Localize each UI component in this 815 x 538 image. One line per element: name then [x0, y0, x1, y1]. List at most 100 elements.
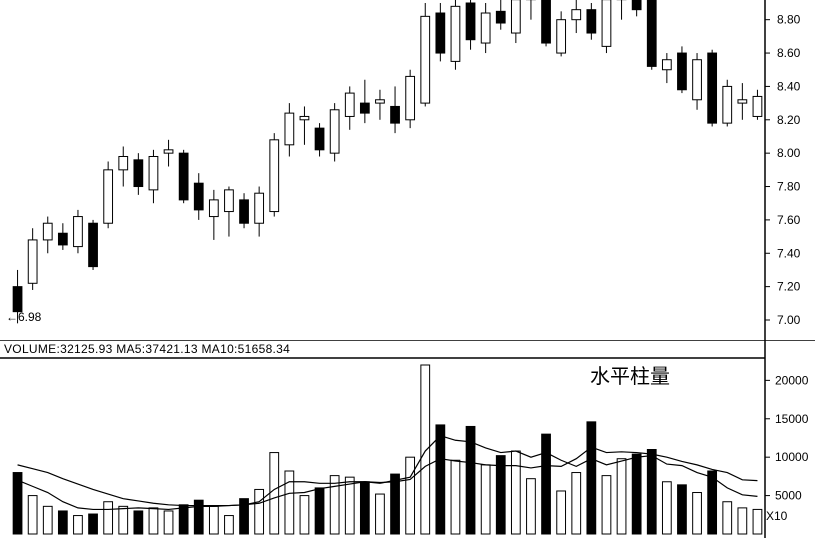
price-tick-label: 8.80 — [777, 13, 801, 27]
candle — [391, 106, 400, 123]
volume-tick-label: 10000 — [775, 450, 809, 464]
price-tick-label: 8.40 — [777, 79, 801, 93]
volume-bar — [134, 511, 143, 534]
volume-bar — [225, 516, 234, 534]
candle — [315, 128, 324, 150]
candle — [753, 96, 762, 116]
candle — [587, 10, 596, 33]
volume-bar — [360, 482, 369, 534]
volume-bar — [602, 476, 611, 534]
candle — [225, 190, 234, 212]
price-tick-label: 7.60 — [777, 213, 801, 227]
volume-bar — [617, 459, 626, 534]
price-tick-label: 8.00 — [777, 146, 801, 160]
volume-bar — [406, 457, 415, 534]
volume-bar — [527, 479, 536, 534]
volume-bar — [179, 505, 188, 534]
price-tick-label: 7.80 — [777, 180, 801, 194]
candle — [421, 16, 430, 103]
volume-bar — [119, 506, 128, 534]
volume-bar — [43, 506, 52, 534]
candle — [678, 53, 687, 90]
volume-bar — [647, 450, 656, 535]
candle — [209, 200, 218, 217]
candle — [466, 3, 475, 40]
candle — [240, 200, 249, 223]
volume-bar — [572, 473, 581, 534]
candle — [557, 20, 566, 53]
volume-bar — [723, 502, 732, 534]
volume-bar — [376, 494, 385, 534]
price-tick-label: 8.20 — [777, 113, 801, 127]
volume-bar — [693, 493, 702, 534]
candle — [693, 60, 702, 100]
x10-label: X10 — [766, 509, 788, 523]
candle — [496, 11, 505, 23]
volume-bar — [209, 506, 218, 534]
candle — [89, 223, 98, 266]
candle — [662, 60, 671, 70]
candle — [164, 150, 173, 153]
volume-bar — [89, 514, 98, 534]
candle — [134, 160, 143, 187]
candle — [723, 86, 732, 123]
candle — [300, 116, 309, 119]
volume-bar — [587, 422, 596, 534]
volume-bar — [557, 491, 566, 534]
volume-bar — [300, 496, 309, 534]
candle — [58, 233, 67, 245]
candle — [285, 113, 294, 145]
candle — [511, 0, 520, 33]
volume-bar — [270, 453, 279, 534]
candle — [330, 110, 339, 153]
price-y-axis: 7.007.207.407.607.808.008.208.408.608.80 — [765, 13, 801, 327]
volume-bar — [662, 482, 671, 534]
volume-bar — [164, 511, 173, 534]
volume-bar — [149, 508, 158, 534]
price-arrow-label: ←6.98 — [6, 310, 41, 324]
volume-bar — [451, 460, 460, 534]
volume-bar — [738, 508, 747, 534]
candle — [13, 287, 22, 312]
candle — [28, 240, 37, 283]
volume-bar — [104, 502, 113, 534]
chart-container: 7.007.207.407.607.808.008.208.408.608.80… — [0, 0, 815, 538]
candle — [149, 156, 158, 189]
volume-bar — [315, 488, 324, 534]
candle — [43, 223, 52, 240]
volume-ma5-line — [18, 436, 758, 510]
candle — [481, 13, 490, 43]
volume-bar — [255, 489, 264, 534]
volume-chart: 5000100001500020000 X10 — [0, 340, 815, 538]
volume-bar — [421, 365, 430, 534]
volume-bar — [481, 465, 490, 534]
candlesticks — [13, 0, 762, 323]
candle — [345, 93, 354, 116]
candle — [119, 156, 128, 169]
volume-bar — [511, 451, 520, 534]
volume-bar — [330, 476, 339, 534]
candle — [255, 193, 264, 223]
candle — [179, 153, 188, 200]
price-tick-label: 7.40 — [777, 246, 801, 260]
candle — [572, 10, 581, 20]
volume-bar — [708, 471, 717, 534]
candle — [270, 140, 279, 212]
volume-bar — [678, 485, 687, 534]
volume-bar — [391, 474, 400, 534]
price-tick-label: 7.20 — [777, 280, 801, 294]
volume-bar — [753, 509, 762, 534]
volume-bar — [496, 456, 505, 534]
volume-bar — [542, 434, 551, 534]
candle — [194, 183, 203, 210]
candle — [602, 0, 611, 46]
candle — [74, 217, 83, 247]
candle — [436, 13, 445, 53]
candle — [738, 100, 747, 103]
volume-bar — [58, 511, 67, 534]
volume-bar — [632, 454, 641, 534]
candle — [647, 0, 656, 66]
candle — [632, 0, 641, 10]
volume-tick-label: 5000 — [775, 489, 802, 503]
volume-y-axis: 5000100001500020000 — [765, 373, 809, 502]
